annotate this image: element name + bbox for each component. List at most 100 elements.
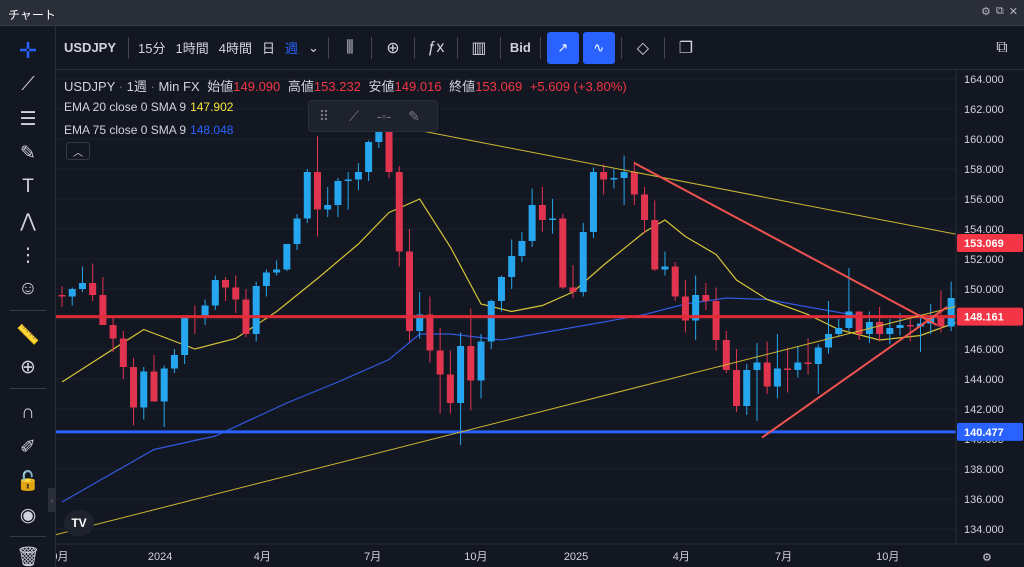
settings-icon[interactable]: ⚙ — [981, 6, 991, 18]
toolbar-separator — [539, 36, 541, 59]
float-hline-icon[interactable]: -◦- — [376, 108, 392, 124]
lock-drawing-icon[interactable]: ✐ — [20, 436, 36, 458]
multi-layout-icon[interactable]: ⧉ — [996, 39, 1008, 56]
candle-body — [825, 334, 832, 348]
candle-body — [395, 172, 403, 252]
candle-body — [303, 172, 311, 219]
drawing-toolbar: ✛ ⟋ ☰ ✎ T ⋀ ⋮ ☺ 📏 ⊕ ∩ ✐ 🔓 ◉ 🗑 ‹ — [0, 26, 56, 567]
price-tag-label: 148.161 — [964, 312, 1004, 324]
candle-body — [681, 296, 689, 321]
interval-1w[interactable]: 週 — [284, 41, 298, 56]
symbol-button[interactable]: USDJPY — [64, 40, 117, 55]
indicators-fx-icon[interactable]: ƒx — [427, 38, 445, 56]
collapse-toolbar-handle[interactable]: ‹ — [48, 488, 56, 512]
axis-settings-icon: ⚙ — [982, 552, 992, 564]
layout-copy-icon[interactable]: ❐ — [678, 39, 694, 57]
pulse-icon[interactable]: ∿ — [582, 31, 615, 64]
forecast-tool-icon[interactable]: ⋮ — [18, 244, 38, 266]
candle-body — [743, 370, 751, 406]
candle-body — [262, 272, 270, 286]
candle-body — [99, 295, 107, 325]
open-label: 始値 — [207, 79, 234, 94]
eye-icon[interactable]: ◉ — [19, 504, 37, 526]
candle-body — [68, 289, 76, 297]
interval-15m[interactable]: 15分 — [138, 41, 166, 56]
close-icon[interactable]: ✕ — [1008, 6, 1018, 18]
text-tool-icon[interactable]: T — [22, 176, 34, 197]
candle-body — [130, 367, 138, 408]
trendline-tool-icon[interactable]: ⟋ — [21, 74, 35, 95]
price-chart[interactable]: 134.000136.000138.000140.000142.000144.0… — [56, 70, 1024, 567]
price-tag — [957, 233, 1023, 252]
clear-drawings-icon[interactable]: ◇ — [636, 39, 650, 57]
ruler-icon[interactable]: 📏 — [16, 325, 40, 346]
candle-body — [201, 305, 209, 318]
price-tag-label: 153.069 — [964, 238, 1004, 250]
candle-body — [794, 362, 802, 370]
candle-body — [252, 286, 260, 334]
drag-handle-icon[interactable]: ⠿ — [318, 107, 330, 124]
popout-icon[interactable]: ⧉ — [995, 5, 1004, 17]
interval-4h[interactable]: 4時間 — [218, 41, 252, 56]
interval-1d[interactable]: 日 — [261, 41, 275, 56]
ema75-value: 148.048 — [190, 123, 234, 137]
ema75-legend[interactable]: EMA 75 close 0 SMA 9 148.048 — [64, 123, 233, 137]
trash-icon[interactable]: 🗑 — [15, 547, 41, 567]
pattern-tool-icon[interactable]: ⋀ — [20, 210, 36, 232]
ohlc-legend: USDJPY · 1週 · Min FX 始値149.090 高値153.232… — [64, 79, 627, 94]
candle-body — [518, 241, 526, 256]
tradingview-logo: TV — [64, 510, 94, 536]
magnet-icon[interactable]: ∩ — [21, 402, 35, 423]
candle-body — [886, 328, 894, 334]
float-brush-icon[interactable]: ✎ — [408, 107, 420, 124]
fib-tool-icon[interactable]: ☰ — [19, 108, 37, 130]
compare-add-icon[interactable]: ⊕ — [386, 39, 400, 57]
high-value: 153.232 — [313, 79, 361, 94]
candle-body — [211, 280, 219, 306]
ema20-line — [61, 198, 962, 383]
close-label: 終値 — [449, 79, 476, 94]
candle-body — [457, 346, 465, 403]
candle-body — [334, 181, 342, 205]
price-tick-label: 146.000 — [964, 344, 1004, 356]
toolbar-separator — [620, 36, 622, 59]
candle-body — [58, 295, 66, 297]
candle-body — [845, 311, 853, 328]
price-tag — [957, 307, 1023, 326]
time-tick-label: 10月 — [464, 551, 487, 563]
toolbar-separator — [413, 36, 415, 59]
candles-chart-type-icon[interactable]: ⫼ — [346, 38, 354, 56]
candle-body — [508, 256, 516, 277]
candle-body — [661, 266, 669, 270]
strategy-icon[interactable]: ▥ — [471, 39, 487, 57]
price-tick-label: 150.000 — [964, 284, 1004, 296]
unlock-icon[interactable]: 🔓 — [16, 471, 40, 492]
candle-body — [314, 172, 321, 210]
candle-body — [937, 317, 945, 327]
ema20-legend[interactable]: EMA 20 close 0 SMA 9 147.902 — [64, 100, 233, 114]
price-tick-label: 134.000 — [964, 524, 1004, 536]
legend-collapse-chevron-up-icon[interactable]: ︿ — [66, 142, 90, 160]
crosshair-icon[interactable]: ✛ — [18, 38, 38, 63]
interval-1h[interactable]: 1時間 — [175, 41, 209, 56]
candle-body — [140, 371, 148, 408]
candle-body — [620, 172, 628, 178]
float-trendline-icon[interactable]: ⟋ — [349, 107, 359, 124]
bid-button[interactable]: Bid — [509, 40, 531, 55]
emoji-icon[interactable]: ☺ — [18, 278, 38, 299]
candle-body — [150, 371, 158, 402]
interval-dropdown-chevron-down-icon[interactable]: ⌄ — [308, 39, 319, 55]
price-tick-label: 138.000 — [964, 464, 1004, 476]
candle-body — [344, 179, 352, 181]
price-tick-label: 152.000 — [964, 254, 1004, 266]
candle-body — [733, 370, 741, 406]
trading-panel-icon[interactable]: ↗ — [546, 31, 579, 64]
candle-body — [569, 287, 577, 292]
candle-body — [497, 277, 505, 301]
zoom-in-icon[interactable]: ⊕ — [20, 356, 36, 378]
candle-body — [385, 121, 393, 172]
candle-body — [119, 338, 127, 367]
brush-tool-icon[interactable]: ✎ — [20, 142, 36, 164]
candle-body — [722, 340, 730, 370]
drawing-float-toolbar: ⠿ ⟋ -◦- ✎ — [308, 100, 438, 132]
